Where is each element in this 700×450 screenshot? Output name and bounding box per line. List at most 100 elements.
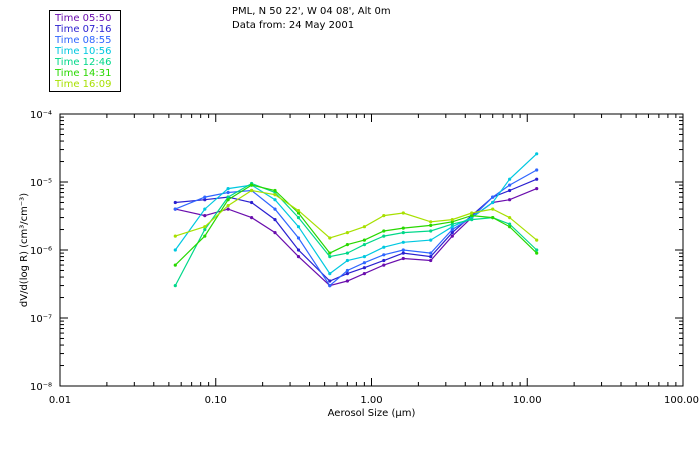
data-point [450,222,454,226]
legend-item: Time 08:55 [55,35,112,46]
data-point [273,198,277,202]
data-point [470,214,474,218]
data-point [226,198,230,202]
data-point [401,231,405,235]
data-point [345,243,349,247]
legend-item: Time 12:46 [55,57,112,68]
data-point [535,238,539,242]
data-point [296,209,301,213]
data-point [429,220,433,224]
data-point [508,177,512,181]
data-point [362,266,366,270]
data-point [508,198,512,202]
data-point [296,216,301,220]
data-point [362,225,366,229]
data-point [173,248,177,252]
data-point [491,216,495,220]
data-point [362,255,366,259]
data-point [296,225,301,229]
y-axis: 10⁻⁸ 10⁻⁷ 10⁻⁶ 10⁻⁵ 10⁻⁴ [30,110,683,393]
data-point [296,248,301,252]
legend-item: Time 05:50 [55,13,112,24]
data-point [429,229,433,233]
data-point [491,200,495,205]
data-point [203,225,207,229]
data-point [226,187,230,191]
data-point [450,234,454,238]
data-point [535,168,539,172]
data-point [173,263,177,267]
data-point [382,263,386,267]
series-line [174,153,538,275]
data-point [382,258,386,263]
data-point [450,227,454,232]
data-point [470,218,474,222]
data-point [401,248,405,252]
x-tick-label: 0.10 [205,395,227,406]
data-point [250,188,254,193]
data-point [450,225,454,229]
data-point [173,284,177,288]
data-point [401,256,405,261]
data-point [328,255,332,259]
data-point [328,272,332,276]
data-point [273,218,277,222]
y-axis-label: dV/d(log R) (cm³/cm⁻³) [19,193,30,307]
data-point [382,245,386,249]
data-point [328,251,332,255]
data-point [362,238,366,242]
data-point [382,253,386,257]
chart-title: PML, N 50 22', W 04 08', Alt 0m [232,6,391,17]
data-point [226,204,230,208]
data-point [535,251,539,255]
data-point [173,200,177,205]
data-point [429,255,433,259]
data-point [401,240,405,244]
data-point [508,222,512,226]
data-point [401,211,405,215]
data-point [450,231,454,235]
data-point [203,234,207,238]
data-point [535,248,539,252]
data-point [226,190,230,195]
data-point [250,200,254,205]
series-layer [173,152,539,288]
data-point [226,195,230,199]
series-line [175,169,537,287]
data-point [508,188,512,193]
data-point [273,188,277,193]
data-point [491,195,495,199]
legend-item: Time 16:09 [55,79,112,90]
x-tick-label: 0.01 [49,395,71,406]
data-point [173,207,177,211]
x-tick-label: 1.00 [360,395,382,406]
x-tick-label: 100.00 [664,395,699,406]
data-point [345,279,349,283]
data-point [429,258,433,263]
data-point [345,258,349,263]
data-point [491,207,495,211]
x-axis-label: Aerosol Size (μm) [328,408,416,419]
data-point [382,234,386,238]
data-point [203,227,207,232]
data-point [328,279,332,283]
data-point [429,251,433,255]
data-point [250,216,254,220]
y-tick-label: 10⁻⁵ [30,178,52,189]
y-tick-label: 10⁻⁸ [30,382,52,393]
data-point [250,183,254,187]
x-axis: 0.01 0.10 1.00 10.00 100.00 [49,114,699,406]
data-point [508,225,512,229]
data-point [203,207,207,211]
y-tick-label: 10⁻⁷ [30,314,52,325]
data-point [345,251,349,255]
data-point [362,272,366,276]
data-point [345,231,349,235]
data-point [362,261,366,265]
plot-frame [59,113,684,387]
data-point [328,284,332,288]
data-point [296,255,301,259]
data-point [508,216,512,220]
data-point [203,195,207,199]
